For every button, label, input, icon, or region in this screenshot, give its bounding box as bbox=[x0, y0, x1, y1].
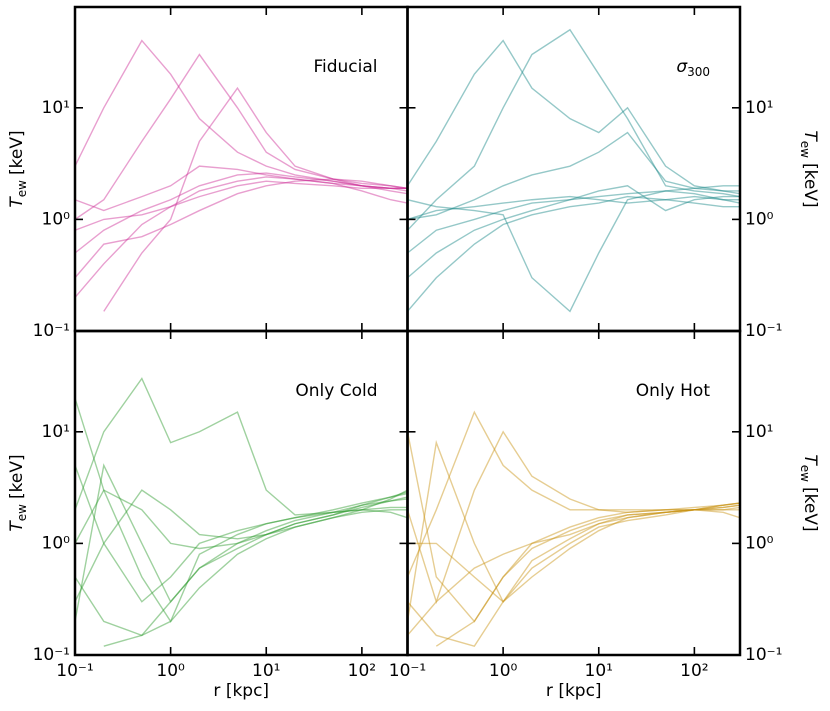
y-tick-label: 10⁰ bbox=[745, 533, 774, 553]
panel-label: σ300 bbox=[676, 57, 710, 79]
series-line bbox=[103, 496, 408, 647]
y-tick-label: 10⁻¹ bbox=[745, 645, 782, 665]
series-line bbox=[407, 439, 740, 622]
x-tick-label: 10⁻¹ bbox=[389, 661, 426, 681]
label-subscript: ew bbox=[15, 180, 29, 197]
label-unit: [keV] bbox=[7, 454, 27, 499]
panel: 10⁻¹ 10⁰ 10¹ σ300 Tew [keV] bbox=[406, 5, 821, 341]
label-symbol: T bbox=[800, 454, 820, 466]
label-subscript: ew bbox=[799, 465, 813, 482]
series-line bbox=[407, 185, 740, 279]
panel-frame bbox=[406, 329, 742, 657]
y-tick-label: 10¹ bbox=[42, 98, 70, 118]
series-line bbox=[75, 465, 408, 603]
panel-label: Only Cold bbox=[295, 381, 377, 401]
series-line bbox=[75, 53, 408, 220]
y-axis-label: Tew [keV] bbox=[7, 130, 29, 207]
series-line bbox=[103, 86, 408, 312]
panel-label: Fiducial bbox=[313, 57, 377, 77]
panel-frame bbox=[406, 5, 742, 333]
panel-label: Only Hot bbox=[636, 381, 711, 401]
lines bbox=[75, 39, 408, 312]
x-axis-label: r [kpc] bbox=[213, 681, 269, 701]
series-line bbox=[75, 39, 408, 189]
x-tick-label: 10² bbox=[680, 661, 708, 681]
series-line bbox=[407, 509, 740, 647]
series-line bbox=[407, 131, 740, 221]
series-line bbox=[75, 463, 408, 622]
panel-frame bbox=[73, 329, 409, 657]
series-line bbox=[407, 39, 740, 195]
x-tick-label: 10⁰ bbox=[156, 661, 185, 681]
series-line bbox=[407, 430, 740, 605]
x-tick-label: 10¹ bbox=[585, 661, 613, 681]
series-line bbox=[75, 178, 408, 279]
label-subscript: ew bbox=[799, 141, 813, 158]
series-line bbox=[75, 509, 408, 637]
series-line bbox=[75, 489, 408, 603]
y-tick-label: 10⁻¹ bbox=[33, 645, 70, 665]
label-unit: [keV] bbox=[800, 163, 820, 208]
series-line bbox=[75, 176, 408, 298]
series-line bbox=[407, 185, 740, 254]
series-line bbox=[75, 165, 408, 212]
label-symbol: T bbox=[7, 520, 27, 532]
panel: 10⁻¹ 10⁰ 10¹ Fiducial Tew [keV] bbox=[7, 5, 409, 341]
series-line bbox=[407, 410, 740, 578]
series-line bbox=[75, 377, 408, 516]
y-tick-label: 10¹ bbox=[42, 422, 70, 442]
panel: 10⁻¹ 10⁰ 10¹ 10² 10⁻¹ 10⁰ 10¹ Only Hot Tew [keV] r… bbox=[389, 329, 821, 701]
y-tick-label: 10⁰ bbox=[745, 209, 774, 229]
x-tick-label: 10⁻¹ bbox=[56, 661, 93, 681]
series-line bbox=[75, 180, 408, 231]
x-tick-label: 10² bbox=[348, 661, 376, 681]
series-line bbox=[435, 502, 740, 647]
y-axis-label: Tew [keV] bbox=[7, 454, 29, 531]
series-line bbox=[407, 502, 740, 603]
series-line bbox=[407, 28, 740, 231]
label-symbol: T bbox=[800, 130, 820, 142]
y-tick-label: 10⁻¹ bbox=[33, 321, 70, 341]
x-tick-label: 10¹ bbox=[252, 661, 280, 681]
label-symbol: σ bbox=[676, 57, 688, 77]
y-tick-label: 10⁻¹ bbox=[745, 321, 782, 341]
lines bbox=[75, 377, 408, 647]
series-line bbox=[407, 190, 740, 313]
panel-frame bbox=[73, 5, 409, 333]
y-tick-label: 10¹ bbox=[745, 422, 773, 442]
label-unit: [keV] bbox=[800, 487, 820, 532]
lines bbox=[407, 410, 740, 647]
label-subscript: ew bbox=[15, 504, 29, 521]
panel: 10⁻¹ 10⁰ 10¹ 10² 10⁻¹ 10⁰ 10¹ Only Cold Tew [keV]… bbox=[7, 329, 409, 701]
series-line bbox=[75, 397, 408, 623]
y-axis-label: Tew [keV] bbox=[799, 130, 821, 207]
y-tick-label: 10⁰ bbox=[42, 533, 71, 553]
label-unit: [keV] bbox=[7, 130, 27, 175]
y-axis-label: Tew [keV] bbox=[799, 454, 821, 531]
x-axis-label: r [kpc] bbox=[546, 681, 602, 701]
lines bbox=[407, 28, 740, 313]
label-subscript: 300 bbox=[687, 65, 710, 79]
label-symbol: T bbox=[7, 196, 27, 208]
y-tick-label: 10⁰ bbox=[42, 209, 71, 229]
series-line bbox=[407, 195, 740, 221]
series-line bbox=[407, 431, 740, 623]
series-line bbox=[407, 504, 740, 636]
series-line bbox=[75, 172, 408, 254]
x-tick-label: 10⁰ bbox=[489, 661, 518, 681]
series-line bbox=[75, 489, 408, 550]
y-tick-label: 10¹ bbox=[745, 98, 773, 118]
series-line bbox=[407, 195, 740, 312]
